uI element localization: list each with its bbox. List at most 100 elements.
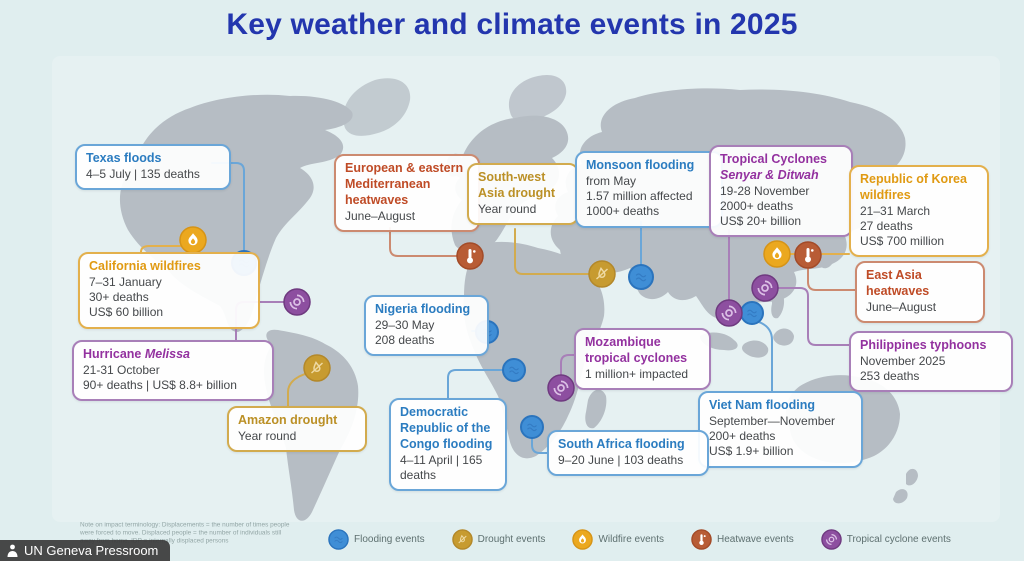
legend-label: Heatwave events [717, 534, 794, 545]
landmass-africa [463, 241, 605, 459]
landmass-indonesia [700, 328, 794, 358]
legend-item-drought: Drought events [451, 529, 546, 550]
event-detail: June–August [866, 299, 937, 314]
event-title: European & eastern Mediterranean heatwav… [345, 161, 464, 207]
philippines-cyclone-icon [751, 274, 779, 302]
event-detail: US$ 60 billion [89, 305, 164, 320]
connector-philippines-typhoons [764, 287, 850, 346]
callout-viet-nam-flooding: Viet Nam flooding September—November 200… [698, 391, 863, 468]
event-detail: June–August [345, 208, 416, 223]
landmass-madagascar [585, 389, 607, 429]
connector-california-wildfires [140, 245, 191, 253]
callout-california-wildfires: California wildfires 7–31 January 30+ de… [78, 252, 260, 329]
callout-mozambique-cyclones: Mozambique tropical cyclones 1 million+ … [574, 328, 711, 390]
legend-label: Tropical cyclone events [846, 534, 951, 545]
mozambique-cyclone-icon [547, 374, 575, 402]
drc-flood-icon [502, 358, 526, 382]
event-detail: 27 deaths [860, 218, 913, 233]
event-detail: 2000+ deaths [720, 198, 794, 213]
callout-drc-flooding: Democratic Republic of the Congo floodin… [389, 398, 507, 492]
event-detail: 7–31 January [89, 274, 162, 289]
european-heatwave-icon [456, 242, 484, 270]
event-detail: 1.57 million affected [586, 189, 693, 204]
event-detail: November 2025 [860, 353, 946, 368]
watermark-text: UN Geneva Pressroom [24, 543, 159, 558]
connector-drc-flooding [447, 369, 515, 399]
event-title: Republic of Korea wildfires [860, 172, 967, 202]
event-detail: 21-31 October [83, 362, 160, 377]
wildfire-legend-icon [572, 529, 594, 550]
callout-monsoon-flooding: Monsoon flooding from May 1.57 million a… [575, 151, 723, 228]
california-wildfire-icon [179, 226, 207, 254]
event-title: East Asia heatwaves [866, 268, 930, 298]
callout-european-heatwaves: European & eastern Mediterranean heatwav… [334, 154, 480, 232]
event-title-italic: Senyar & Ditwah [720, 167, 819, 182]
landmass-greenland [343, 78, 411, 136]
callout-korea-wildfires: Republic of Korea wildfires 21–31 March … [849, 165, 989, 258]
event-detail: 9–20 June | 103 deaths [558, 452, 684, 467]
cyclone-legend-icon [820, 529, 842, 550]
connector-mozambique-cyclones [560, 354, 575, 389]
event-title: Texas floods [86, 151, 162, 165]
callout-texas-floods: Texas floods 4–5 July | 135 deaths [75, 144, 231, 191]
legend-label: Wildfire events [598, 534, 665, 545]
event-detail: Year round [478, 201, 537, 216]
legend: Flooding events Drought events Wildfire … [328, 529, 951, 550]
event-detail: from May [586, 173, 637, 188]
event-detail: 30+ deaths [89, 290, 149, 305]
event-title: Amazon drought [238, 413, 338, 427]
event-title: Tropical Cyclones [720, 152, 827, 166]
event-detail: 200+ deaths [709, 429, 776, 444]
watermark-pill: UN Geneva Pressroom [0, 540, 171, 561]
event-title: Mozambique tropical cyclones [585, 335, 688, 365]
event-detail: 4–11 April | 165 deaths [400, 452, 483, 482]
event-title: Viet Nam flooding [709, 398, 816, 412]
un-logo-icon [7, 544, 18, 557]
callout-philippines-typhoons: Philippines typhoons November 2025 253 d… [849, 331, 1013, 393]
callout-east-asia-heatwaves: East Asia heatwaves June–August [855, 261, 985, 323]
event-detail: September—November [709, 413, 836, 428]
event-detail: 1000+ deaths [586, 204, 660, 219]
korea-wildfire-icon [763, 240, 791, 268]
south-africa-flood-icon [520, 415, 544, 439]
event-detail: US$ 700 million [860, 234, 945, 249]
event-detail: 1 million+ impacted [585, 366, 689, 381]
legend-label: Flooding events [354, 534, 425, 545]
event-detail: 21–31 March [860, 203, 931, 218]
drought-legend-icon [451, 529, 473, 550]
heatwave-legend-icon [691, 529, 712, 550]
east-asia-heatwave-icon [794, 241, 822, 269]
event-detail: US$ 20+ billion [720, 214, 802, 229]
event-title: California wildfires [89, 259, 201, 273]
viet-nam-flood-icon [740, 301, 764, 325]
event-title: Hurricane [83, 347, 145, 361]
event-title: Monsoon flooding [586, 158, 695, 172]
legend-item-heatwave: Heatwave events [691, 529, 794, 550]
event-detail: 19-28 November [720, 183, 810, 198]
event-detail: 253 deaths [860, 369, 920, 384]
monsoon-flood-icon [628, 264, 654, 290]
event-detail: Year round [238, 428, 297, 443]
connector-european-heatwaves [389, 227, 471, 257]
event-title: South Africa flooding [558, 437, 685, 451]
landmass-new-zealand [893, 468, 918, 504]
legend-item-flooding: Flooding events [328, 529, 425, 550]
event-detail: US$ 1.9+ billion [709, 444, 794, 459]
callout-south-africa-flooding: South Africa flooding 9–20 June | 103 de… [547, 430, 709, 477]
amazon-drought-icon [303, 354, 331, 382]
page-title: Key weather and climate events in 2025 [226, 8, 798, 41]
event-title: Philippines typhoons [860, 338, 987, 352]
event-title: South-west Asia drought [478, 170, 556, 200]
connector-texas-floods [211, 162, 245, 264]
connector-lines [140, 162, 856, 454]
melissa-cyclone-icon [283, 288, 311, 316]
legend-label: Drought events [477, 534, 546, 545]
landmass-scandinavia [508, 74, 567, 122]
connector-east-asia-heatwaves [807, 265, 856, 291]
event-title: Nigeria flooding [375, 302, 471, 316]
callout-nigeria-flooding: Nigeria flooding 29–30 May 208 deaths [364, 295, 489, 357]
connector-south-west-asia-drought [514, 228, 603, 275]
connector-south-africa-flooding [531, 426, 548, 454]
callout-senyar-ditwah: Tropical Cyclones Senyar & Ditwah 19-28 … [709, 145, 853, 238]
